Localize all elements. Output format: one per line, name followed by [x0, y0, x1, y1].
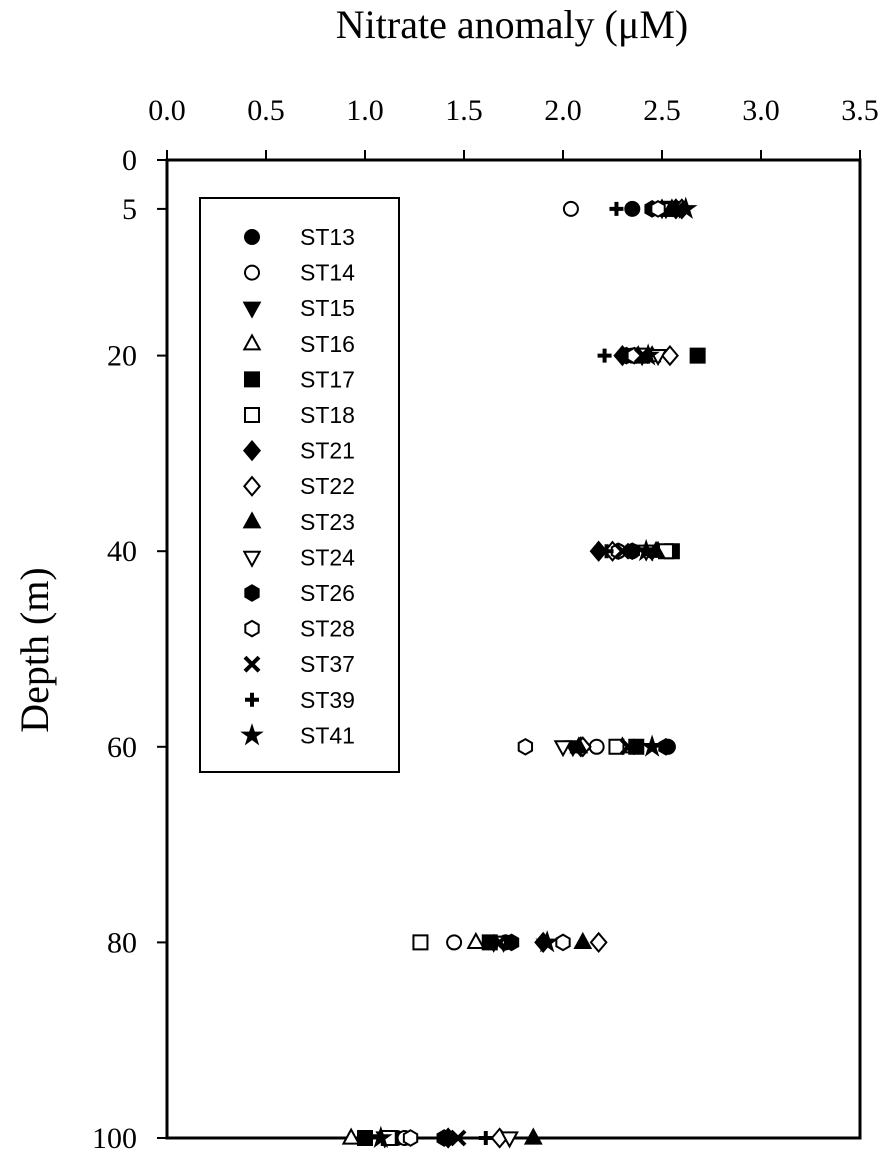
legend-label: ST14 [300, 260, 355, 286]
data-point [535, 930, 559, 953]
legend-label: ST17 [300, 366, 355, 392]
legend-marker [242, 301, 262, 319]
y-tick-label: 20 [107, 340, 137, 373]
data-point [341, 1127, 361, 1145]
data-point [674, 196, 698, 219]
legend-marker [243, 655, 261, 673]
data-point [412, 934, 429, 951]
data-point [446, 934, 463, 951]
data-point [402, 1129, 419, 1147]
x-tick-label: 3.5 [841, 94, 879, 127]
data-point [553, 740, 573, 758]
data-point [634, 538, 658, 562]
y-tick-label: 80 [107, 926, 137, 959]
x-tick-label: 0.5 [247, 94, 285, 127]
data-point [488, 935, 503, 950]
x-tick-label: 1.0 [346, 94, 384, 127]
y-tick-label: 5 [122, 193, 137, 226]
legend-label: ST26 [300, 580, 355, 606]
y-axis-label: Depth (m) [12, 567, 57, 733]
legend-box [199, 197, 400, 773]
legend-marker [242, 550, 262, 568]
x-tick-label: 2.0 [544, 94, 582, 127]
data-point [613, 542, 631, 560]
data-point [466, 931, 486, 949]
data-point [658, 737, 674, 756]
data-point [555, 933, 571, 952]
data-point [624, 200, 641, 217]
legend-label: ST28 [300, 616, 355, 642]
data-point [589, 931, 608, 954]
data-point [478, 1131, 493, 1145]
data-point [689, 347, 706, 364]
data-point [650, 200, 666, 218]
legend-marker [242, 439, 262, 462]
data-point [599, 544, 614, 559]
data-point [449, 1129, 467, 1147]
legend-marker [244, 584, 260, 602]
data-point [609, 201, 624, 216]
data-point [562, 200, 579, 217]
x-tick-label: 0.0 [148, 94, 186, 127]
legend-label: ST21 [300, 438, 355, 464]
legend-marker [240, 723, 264, 746]
data-point [569, 736, 589, 754]
legend-label: ST23 [300, 509, 355, 535]
y-tick-label: 60 [107, 731, 137, 764]
x-tick-label: 1.5 [445, 94, 483, 127]
data-point [625, 739, 640, 754]
legend-marker [245, 692, 259, 707]
legend-marker [242, 475, 262, 497]
legend-label: ST16 [300, 331, 355, 357]
data-point [357, 1130, 373, 1146]
data-point [369, 1125, 393, 1148]
legend-label: ST18 [300, 402, 355, 428]
y-tick-label: 40 [107, 535, 137, 568]
legend-marker [244, 407, 260, 423]
legend-label: ST39 [300, 687, 355, 713]
data-point [573, 931, 593, 949]
legend-label: ST24 [300, 544, 355, 570]
data-point [636, 343, 660, 366]
data-point [500, 1131, 519, 1149]
legend-marker [242, 511, 262, 529]
legend-label: ST15 [300, 295, 355, 321]
legend-label: ST41 [300, 722, 355, 748]
data-point [597, 348, 612, 363]
legend-marker [244, 371, 260, 388]
y-tick-label: 0 [122, 144, 137, 177]
data-point [588, 738, 605, 755]
legend-marker [242, 333, 262, 351]
x-tick-label: 3.0 [742, 94, 780, 127]
legend-marker [243, 264, 261, 281]
data-point [436, 1129, 452, 1147]
y-tick-label: 100 [92, 1122, 137, 1155]
legend-label: ST22 [300, 473, 355, 499]
data-point [589, 540, 608, 562]
legend-marker [244, 619, 260, 638]
data-point [517, 737, 534, 756]
legend-marker [243, 229, 261, 245]
legend-label: ST37 [300, 651, 355, 677]
legend-label: ST13 [300, 224, 355, 250]
data-point [640, 734, 664, 757]
chart-title: Nitrate anomaly (μM) [336, 2, 688, 47]
x-tick-label: 2.5 [643, 94, 681, 127]
data-point [523, 1127, 543, 1145]
